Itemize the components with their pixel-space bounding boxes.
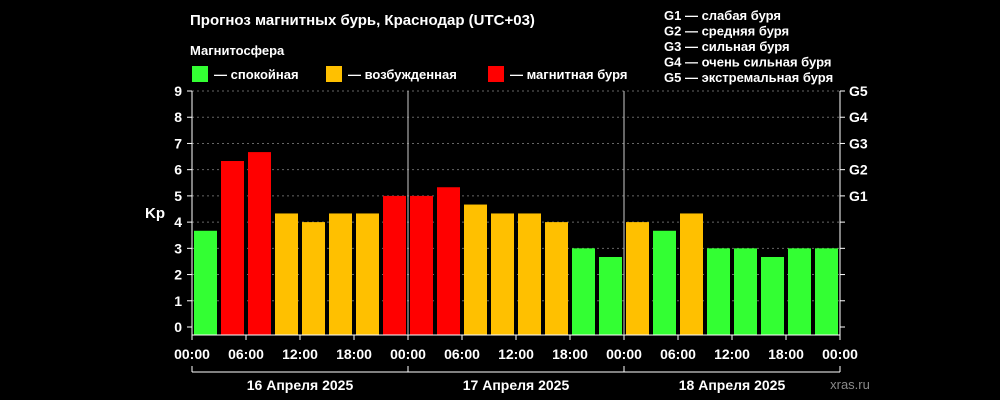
x-tick-label-11: 18:00 bbox=[768, 346, 804, 362]
g-tick-label-0: G1 bbox=[849, 188, 868, 204]
grid-lines bbox=[192, 90, 840, 302]
g-tick-labels: G1 G2 G3 G4 G5 bbox=[849, 83, 868, 204]
bar-8 bbox=[410, 195, 433, 335]
bar-12 bbox=[518, 213, 541, 335]
y-tick-label-6: 6 bbox=[174, 162, 182, 178]
bar-13 bbox=[545, 222, 568, 335]
x-tick-label-8: 00:00 bbox=[606, 346, 642, 362]
bar-11 bbox=[491, 213, 514, 335]
bars bbox=[194, 152, 838, 335]
legend: — спокойная — возбужденная — магнитная бур… bbox=[192, 66, 627, 82]
bar-0 bbox=[194, 230, 217, 335]
bar-7 bbox=[383, 195, 406, 335]
y-tick-label-4: 4 bbox=[174, 214, 182, 230]
x-tick-label-4: 00:00 bbox=[390, 346, 426, 362]
bar-1 bbox=[221, 161, 244, 335]
bar-15 bbox=[599, 256, 622, 335]
bar-23 bbox=[815, 248, 838, 335]
x-tick-labels: 00:00 06:00 12:00 18:00 00:00 06:00 12:00 18:00… bbox=[174, 346, 858, 362]
y-tick-label-0: 0 bbox=[174, 319, 182, 335]
y-tick-labels: 0 1 2 3 4 5 6 7 8 9 bbox=[174, 83, 182, 335]
bar-3 bbox=[275, 213, 298, 335]
x-tick-label-1: 06:00 bbox=[228, 346, 264, 362]
x-tick-label-2: 12:00 bbox=[282, 346, 318, 362]
day-labels: 16 Апреля 2025 17 Апреля 2025 18 Апреля 20… bbox=[247, 377, 786, 393]
day-label-1: 17 Апреля 2025 bbox=[463, 377, 570, 393]
y-tick-label-2: 2 bbox=[174, 267, 182, 283]
bar-20 bbox=[734, 248, 757, 335]
bar-14 bbox=[572, 248, 595, 335]
x-tick-label-10: 12:00 bbox=[714, 346, 750, 362]
bar-21 bbox=[761, 256, 784, 335]
legend-swatch-2 bbox=[488, 66, 504, 82]
g-tick-label-2: G3 bbox=[849, 135, 868, 151]
legend-label-2: — магнитная буря bbox=[510, 67, 627, 82]
bar-5 bbox=[329, 213, 352, 335]
chart-title: Прогноз магнитных бурь, Краснодар (UTC+0… bbox=[190, 12, 535, 29]
x-tick-label-7: 18:00 bbox=[552, 346, 588, 362]
g-key-4: G4 — очень сильная буря bbox=[664, 55, 831, 70]
x-tick-label-12: 00:00 bbox=[822, 346, 858, 362]
bar-9 bbox=[437, 187, 460, 335]
g-tick-label-1: G2 bbox=[849, 162, 868, 178]
y-axis-label: Kp bbox=[145, 205, 165, 222]
y-tick-label-9: 9 bbox=[174, 83, 182, 99]
bar-22 bbox=[788, 248, 811, 335]
y-tick-label-7: 7 bbox=[174, 135, 182, 151]
g-tick-label-4: G5 bbox=[849, 83, 868, 99]
bar-2 bbox=[248, 152, 271, 335]
legend-label-1: — возбужденная bbox=[348, 67, 457, 82]
y-tick-label-8: 8 bbox=[174, 109, 182, 125]
x-tick-label-5: 06:00 bbox=[444, 346, 480, 362]
y-tick-label-5: 5 bbox=[174, 188, 182, 204]
bar-6 bbox=[356, 213, 379, 335]
day-label-0: 16 Апреля 2025 bbox=[247, 377, 354, 393]
g-key-2: G2 — средняя буря bbox=[664, 24, 789, 39]
legend-swatch-0 bbox=[192, 66, 208, 82]
y-tick-label-1: 1 bbox=[174, 293, 182, 309]
bar-16 bbox=[626, 222, 649, 335]
legend-swatch-1 bbox=[326, 66, 342, 82]
g-key-3: G3 — сильная буря bbox=[664, 39, 790, 54]
x-tick-label-6: 12:00 bbox=[498, 346, 534, 362]
g-key-1: G1 — слабая буря bbox=[664, 8, 781, 23]
x-tick-label-3: 18:00 bbox=[336, 346, 372, 362]
y-tick-label-3: 3 bbox=[174, 240, 182, 256]
bar-19 bbox=[707, 248, 730, 335]
axes bbox=[187, 90, 845, 373]
bar-17 bbox=[653, 230, 676, 335]
bar-4 bbox=[302, 222, 325, 335]
g-tick-label-3: G4 bbox=[849, 109, 868, 125]
bar-18 bbox=[680, 213, 703, 335]
watermark: xras.ru bbox=[830, 377, 870, 392]
chart-subtitle: Магнитосфера bbox=[190, 43, 285, 58]
bar-10 bbox=[464, 204, 487, 335]
day-label-2: 18 Апреля 2025 bbox=[679, 377, 786, 393]
x-tick-label-0: 00:00 bbox=[174, 346, 210, 362]
x-tick-label-9: 06:00 bbox=[660, 346, 696, 362]
legend-label-0: — спокойная bbox=[214, 67, 299, 82]
g-key-5: G5 — экстремальная буря bbox=[664, 70, 833, 85]
